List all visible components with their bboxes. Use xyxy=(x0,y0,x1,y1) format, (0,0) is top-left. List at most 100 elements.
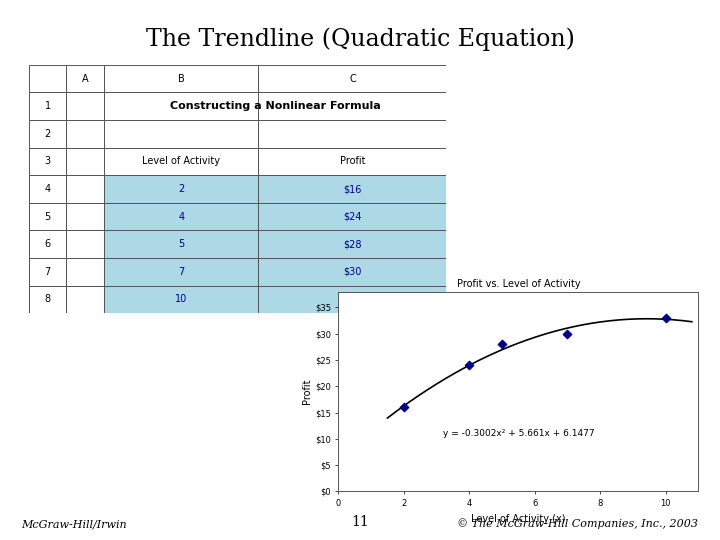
Text: 10: 10 xyxy=(175,294,187,305)
Bar xyxy=(258,286,446,313)
Title: Profit vs. Level of Activity: Profit vs. Level of Activity xyxy=(456,279,580,289)
Bar xyxy=(66,175,104,203)
Bar xyxy=(66,65,104,92)
Text: The Trendline (Quadratic Equation): The Trendline (Quadratic Equation) xyxy=(145,27,575,51)
Text: © The McGraw-Hill Companies, Inc., 2003: © The McGraw-Hill Companies, Inc., 2003 xyxy=(457,518,698,529)
Text: 7: 7 xyxy=(45,267,50,277)
Text: 5: 5 xyxy=(45,212,50,221)
Bar xyxy=(258,286,446,313)
Text: 4: 4 xyxy=(178,212,184,221)
Bar xyxy=(258,258,446,286)
Bar xyxy=(258,175,446,203)
Bar xyxy=(66,147,104,175)
Text: Constructing a Nonlinear Formula: Constructing a Nonlinear Formula xyxy=(170,101,381,111)
Bar xyxy=(258,65,446,92)
Point xyxy=(562,329,573,338)
Bar xyxy=(104,175,258,203)
Y-axis label: Profit: Profit xyxy=(302,379,312,404)
Bar xyxy=(258,231,446,258)
Bar xyxy=(258,92,446,120)
Bar xyxy=(258,175,446,203)
Bar xyxy=(66,231,104,258)
Bar xyxy=(66,203,104,231)
Bar xyxy=(104,147,258,175)
Bar xyxy=(258,231,446,258)
Bar xyxy=(29,175,66,203)
Bar xyxy=(66,120,104,147)
Text: 8: 8 xyxy=(45,294,50,305)
Text: $33: $33 xyxy=(343,294,361,305)
Bar xyxy=(104,231,258,258)
Bar xyxy=(104,120,258,147)
Bar xyxy=(29,231,66,258)
Bar xyxy=(104,65,258,92)
Bar xyxy=(258,203,446,231)
Text: 11: 11 xyxy=(351,515,369,529)
Text: B: B xyxy=(178,73,184,84)
Bar xyxy=(29,175,66,203)
Bar xyxy=(66,175,104,203)
Text: 3: 3 xyxy=(45,157,50,166)
Text: 7: 7 xyxy=(178,267,184,277)
Bar xyxy=(104,203,258,231)
Text: y = -0.3002x² + 5.661x + 6.1477: y = -0.3002x² + 5.661x + 6.1477 xyxy=(443,429,594,438)
Bar xyxy=(104,286,258,313)
Text: 6: 6 xyxy=(45,239,50,249)
Bar xyxy=(104,258,258,286)
Bar xyxy=(104,286,258,313)
Bar xyxy=(66,258,104,286)
Bar xyxy=(29,147,66,175)
Bar xyxy=(29,286,66,313)
Bar xyxy=(258,258,446,286)
Point xyxy=(660,314,672,322)
Bar xyxy=(104,258,258,286)
Bar xyxy=(29,286,66,313)
Bar xyxy=(29,92,66,120)
Bar xyxy=(29,258,66,286)
Bar xyxy=(66,286,104,313)
Bar xyxy=(258,203,446,231)
Bar xyxy=(258,147,446,175)
Bar xyxy=(104,203,258,231)
Text: $28: $28 xyxy=(343,239,361,249)
Text: $16: $16 xyxy=(343,184,361,194)
Text: 1: 1 xyxy=(45,101,50,111)
Bar xyxy=(29,203,66,231)
Bar xyxy=(258,175,446,203)
Text: McGraw-Hill/Irwin: McGraw-Hill/Irwin xyxy=(22,519,127,529)
Bar xyxy=(66,203,104,231)
Bar xyxy=(66,231,104,258)
Text: $24: $24 xyxy=(343,212,361,221)
Point xyxy=(398,403,410,411)
Bar xyxy=(258,120,446,147)
Bar xyxy=(258,203,446,231)
Bar xyxy=(104,231,258,258)
Bar xyxy=(258,286,446,313)
Bar xyxy=(104,203,258,231)
Text: Profit: Profit xyxy=(340,157,365,166)
Bar xyxy=(66,92,104,120)
Bar xyxy=(258,258,446,286)
Text: 5: 5 xyxy=(178,239,184,249)
Bar xyxy=(104,286,258,313)
Bar xyxy=(29,120,66,147)
Point xyxy=(464,361,475,369)
Text: C: C xyxy=(349,73,356,84)
Bar xyxy=(29,258,66,286)
Text: 2: 2 xyxy=(45,129,50,139)
Text: 2: 2 xyxy=(178,184,184,194)
Bar xyxy=(104,175,258,203)
Text: A: A xyxy=(82,73,89,84)
Bar xyxy=(29,231,66,258)
Text: $30: $30 xyxy=(343,267,361,277)
Bar xyxy=(29,65,66,92)
Bar xyxy=(66,258,104,286)
Bar xyxy=(104,258,258,286)
Text: Level of Activity: Level of Activity xyxy=(143,157,220,166)
X-axis label: Level of Activity (x): Level of Activity (x) xyxy=(471,514,566,524)
Bar xyxy=(66,286,104,313)
Bar xyxy=(104,92,258,120)
Bar xyxy=(104,231,258,258)
Bar xyxy=(104,175,258,203)
Bar xyxy=(258,231,446,258)
